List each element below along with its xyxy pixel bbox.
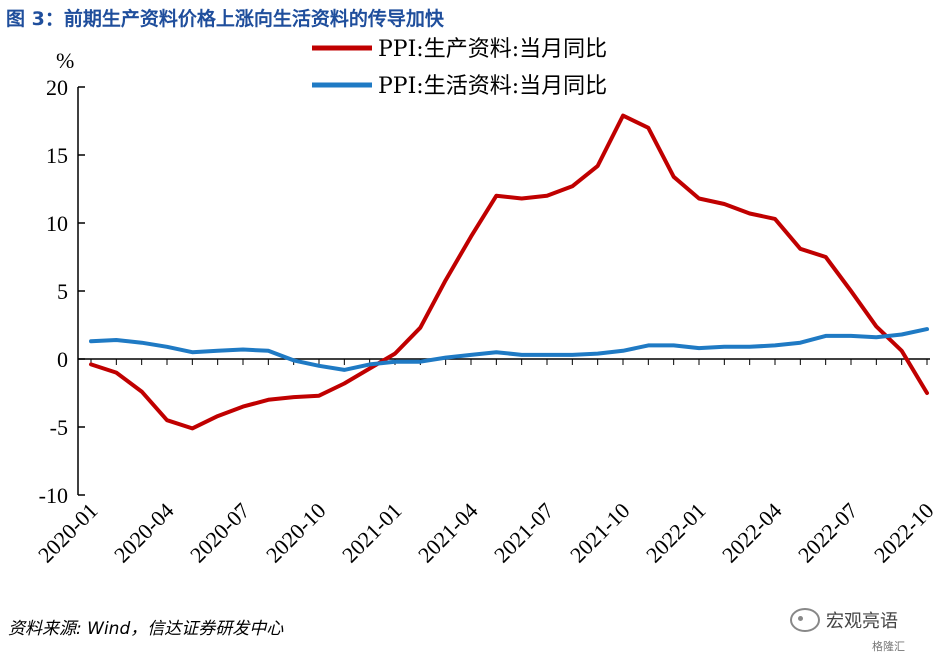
x-tick-label: 2021-01 [337, 498, 407, 568]
chart-title: 图 3：前期生产资料价格上涨向生活资料的传导加快 [6, 8, 444, 30]
legend-label-series-2: PPI:生活资料:当月同比 [378, 74, 607, 99]
y-tick-label: -5 [50, 415, 68, 440]
x-tick-label: 2022-07 [793, 498, 863, 568]
watermark-name: 宏观亮语 [826, 611, 898, 632]
watermark: 宏观亮语 [790, 607, 898, 633]
chart-legend: PPI:生产资料:当月同比 PPI:生活资料:当月同比 [312, 37, 607, 99]
wechat-logo-icon [790, 608, 820, 632]
x-tick-label: 2021-10 [565, 498, 635, 568]
x-tick-label: 2022-04 [717, 498, 787, 568]
chart-axes: 20 15 10 5 0 -5 -10% 2020-01 2020-04 2020-07 2020-… [33, 48, 939, 567]
source-note: 资料来源: Wind，信达证券研发中心 [8, 619, 284, 639]
y-tick-label: 10 [46, 211, 68, 236]
x-tick-label: 2020-10 [261, 498, 331, 568]
watermark-sub: 格隆汇 [872, 640, 905, 653]
y-tick-label: 0 [57, 347, 68, 372]
x-tick-label: 2020-04 [109, 498, 179, 568]
y-tick-label: 15 [46, 143, 68, 168]
plot-area [89, 113, 929, 431]
y-tick-label: -10 [39, 483, 68, 508]
y-axis-unit-label: % [56, 48, 74, 73]
series-line-2 [89, 327, 929, 372]
x-tick-label: 2021-07 [489, 498, 559, 568]
series-line-1 [89, 113, 929, 431]
x-tick-label: 2020-07 [185, 498, 255, 568]
x-tick-label: 2022-01 [641, 498, 711, 568]
legend-label-series-1: PPI:生产资料:当月同比 [378, 37, 607, 62]
y-tick-label: 20 [46, 75, 68, 100]
x-tick-label: 2020-01 [33, 498, 103, 568]
x-tick-label: 2021-04 [413, 498, 483, 568]
x-tick-label: 2022-10 [869, 498, 939, 568]
y-tick-label: 5 [57, 279, 68, 304]
